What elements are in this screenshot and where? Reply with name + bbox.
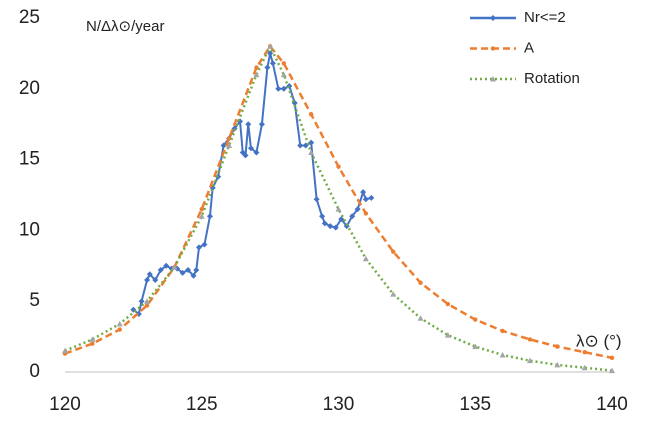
point <box>362 255 369 262</box>
x-tick-label: 120 <box>49 394 81 415</box>
point <box>280 85 287 92</box>
point <box>308 139 315 146</box>
point <box>391 249 396 254</box>
point <box>185 267 192 274</box>
point <box>193 267 200 274</box>
point <box>190 272 197 279</box>
point <box>582 349 587 355</box>
point <box>321 220 328 227</box>
point <box>226 136 232 141</box>
point <box>226 142 233 148</box>
point <box>275 85 282 92</box>
point <box>609 355 615 361</box>
point <box>269 60 276 67</box>
point <box>201 241 208 248</box>
series-line <box>64 43 613 372</box>
point <box>554 361 561 368</box>
point <box>254 65 259 70</box>
point <box>368 194 375 201</box>
point <box>417 315 424 321</box>
point <box>144 276 151 283</box>
point <box>258 121 265 128</box>
y-tick-label: 15 <box>19 149 40 170</box>
x-tick-label: 125 <box>186 394 218 415</box>
point <box>363 211 369 216</box>
point <box>152 276 159 283</box>
point <box>338 216 345 223</box>
point <box>253 71 260 78</box>
point <box>336 164 341 169</box>
point <box>253 149 260 156</box>
point <box>199 206 204 212</box>
point <box>117 327 122 332</box>
point <box>220 142 227 149</box>
point <box>445 301 451 307</box>
point <box>146 271 153 278</box>
point <box>280 71 287 78</box>
point <box>327 223 334 230</box>
point <box>332 224 339 231</box>
point <box>62 347 68 354</box>
point <box>281 61 286 66</box>
point <box>267 43 274 49</box>
series-line <box>64 44 613 360</box>
point <box>198 213 205 219</box>
point <box>313 196 320 203</box>
point <box>609 367 615 374</box>
point <box>297 142 304 149</box>
point <box>360 189 367 196</box>
legend-label: Nr<=2 <box>524 9 566 26</box>
legend-label: A <box>524 39 534 56</box>
point <box>335 206 342 212</box>
point <box>138 298 145 305</box>
point <box>526 357 533 364</box>
point <box>319 213 326 220</box>
y-tick-label: 10 <box>19 219 40 240</box>
legend-label: Rotation <box>524 70 580 87</box>
point <box>499 352 506 358</box>
x-tick-label: 130 <box>323 394 355 415</box>
x-tick-label: 135 <box>459 394 491 415</box>
legend-marker <box>490 76 496 82</box>
y-axis-label: N/Δλ⊙/year <box>86 18 164 35</box>
point <box>500 328 505 334</box>
point <box>116 320 123 327</box>
point <box>179 269 186 276</box>
point <box>390 291 397 297</box>
x-tick-label: 140 <box>596 394 628 415</box>
point <box>206 213 213 220</box>
point <box>89 336 96 342</box>
point <box>247 145 254 152</box>
point <box>196 244 203 251</box>
point <box>362 196 369 203</box>
point <box>354 206 361 213</box>
point <box>144 303 150 308</box>
point <box>472 343 479 350</box>
point <box>473 317 478 322</box>
y-tick-label: 20 <box>19 78 40 99</box>
point <box>581 364 588 371</box>
y-tick-label: 5 <box>29 290 40 311</box>
point <box>90 341 95 346</box>
point <box>171 264 178 270</box>
legend-marker <box>490 15 496 21</box>
point <box>349 213 356 220</box>
point <box>242 152 249 159</box>
y-tick-label: 0 <box>29 361 40 382</box>
legend-marker <box>490 46 496 51</box>
point <box>144 298 151 304</box>
point <box>527 337 533 342</box>
point <box>163 262 170 269</box>
y-tick-label: 25 <box>19 7 40 28</box>
x-axis-label: λ⊙ (°) <box>576 331 622 350</box>
point <box>308 112 314 117</box>
point <box>418 280 423 285</box>
point <box>245 121 252 128</box>
point <box>555 344 560 349</box>
point <box>444 332 451 338</box>
point <box>264 64 271 71</box>
point <box>157 267 164 274</box>
point <box>308 149 315 156</box>
